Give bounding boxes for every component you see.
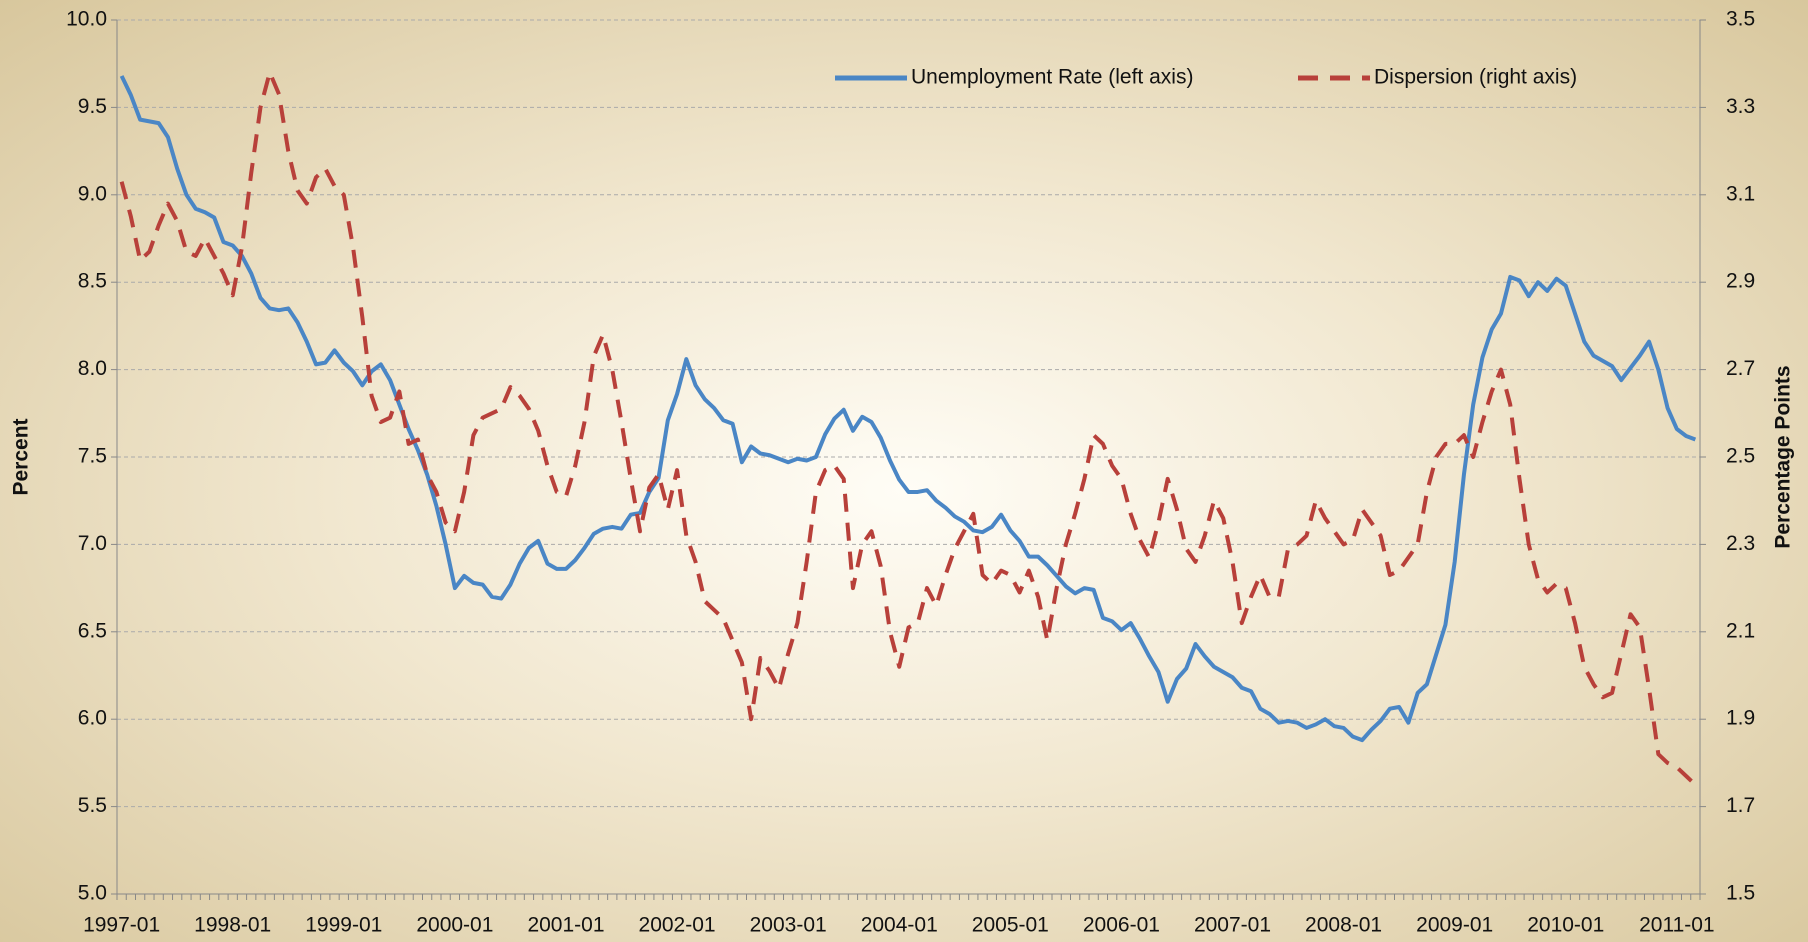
y-axis-label: Percent [10, 418, 33, 495]
x-tick-label: 2003-01 [750, 914, 827, 937]
y-tick-label: 10.0 [66, 8, 107, 31]
y2-tick-label: 1.5 [1726, 882, 1755, 905]
legend-label: Dispersion (right axis) [1374, 66, 1577, 89]
y-tick-label: 9.0 [78, 182, 107, 205]
legend-label: Unemployment Rate (left axis) [911, 66, 1193, 89]
x-tick-label: 1998-01 [194, 914, 271, 937]
x-tick-label: 2010-01 [1527, 914, 1604, 937]
y2-tick-label: 2.1 [1726, 619, 1755, 642]
y2-tick-label: 2.9 [1726, 270, 1755, 293]
x-tick-label: 1997-01 [83, 914, 160, 937]
y2-tick-label: 3.5 [1726, 8, 1755, 31]
x-tick-label: 2004-01 [861, 914, 938, 937]
y-tick-label: 8.5 [78, 270, 107, 293]
y2-tick-label: 2.3 [1726, 532, 1755, 555]
y-tick-label: 6.0 [78, 707, 107, 730]
x-tick-label: 2006-01 [1083, 914, 1160, 937]
y-tick-label: 5.5 [78, 794, 107, 817]
y-tick-label: 9.5 [78, 95, 107, 118]
x-tick-label: 2005-01 [972, 914, 1049, 937]
y2-tick-label: 2.5 [1726, 445, 1755, 468]
y2-tick-label: 3.3 [1726, 95, 1755, 118]
x-tick-label: 2008-01 [1305, 914, 1382, 937]
y-tick-label: 5.0 [78, 882, 107, 905]
y2-axis-label: Percentage Points [1772, 365, 1795, 548]
x-tick-label: 2007-01 [1194, 914, 1271, 937]
y2-tick-label: 3.1 [1726, 182, 1755, 205]
y2-tick-label: 2.7 [1726, 357, 1755, 380]
y-tick-label: 7.5 [78, 445, 107, 468]
x-tick-label: 1999-01 [305, 914, 382, 937]
y2-tick-label: 1.7 [1726, 794, 1755, 817]
line [119, 75, 1697, 743]
x-tick-label: 2000-01 [416, 914, 493, 937]
y-tick-label: 7.0 [78, 532, 107, 555]
y-tick-label: 8.0 [78, 357, 107, 380]
line [119, 70, 1697, 787]
x-tick-label: 2001-01 [527, 914, 604, 937]
x-tick-label: 2011-01 [1639, 914, 1715, 937]
y-tick-label: 6.5 [78, 619, 107, 642]
x-tick-label: 2002-01 [639, 914, 716, 937]
y2-tick-label: 1.9 [1726, 707, 1755, 730]
x-tick-label: 2009-01 [1416, 914, 1493, 937]
